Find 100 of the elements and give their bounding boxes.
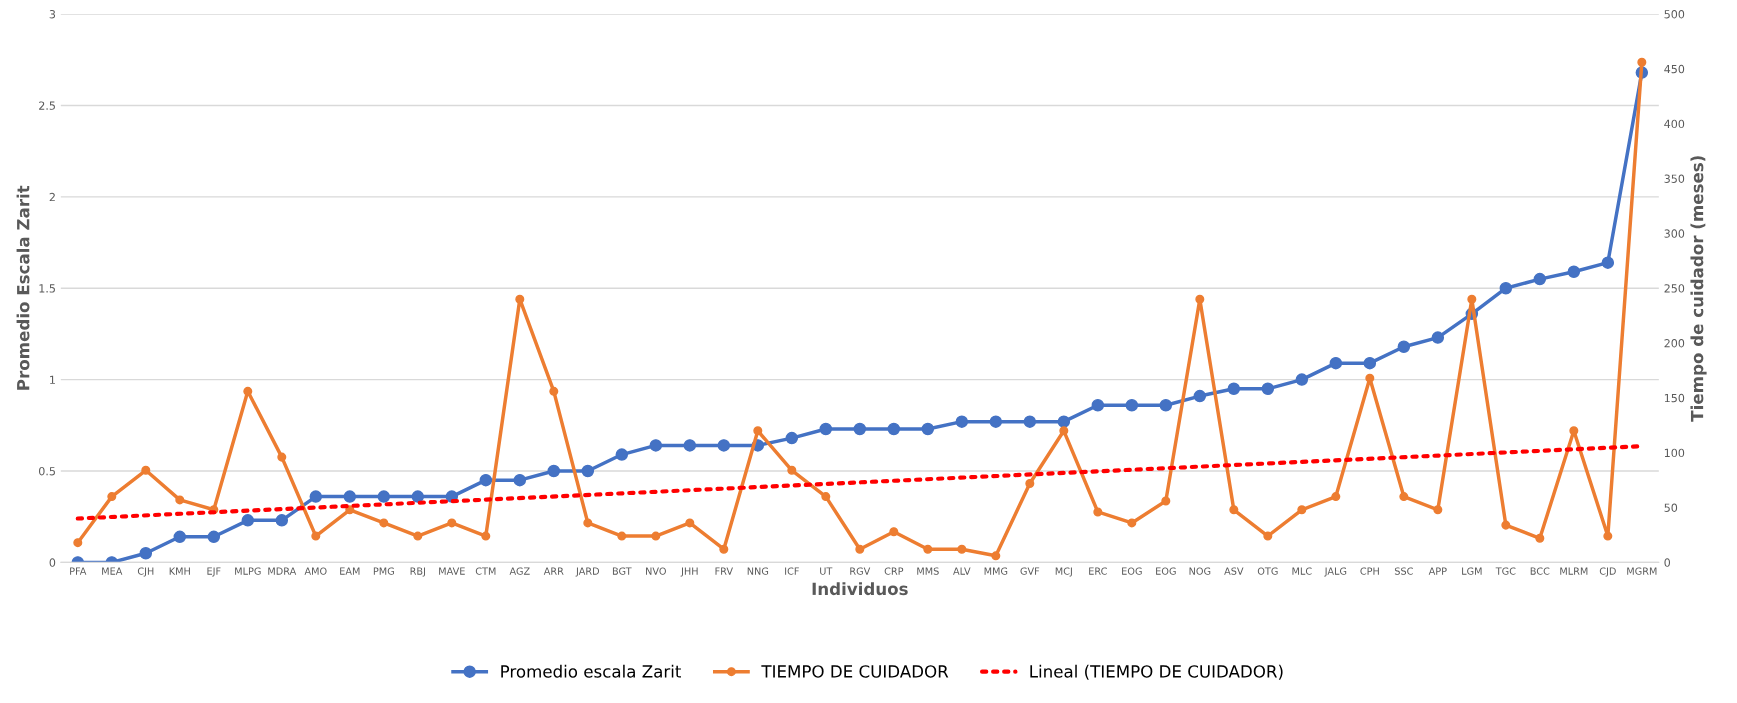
y2-axis-title: Tiempo de cuidador (meses) (1690, 156, 1707, 422)
point (481, 531, 491, 541)
point (175, 495, 185, 505)
x-tick-label: BCC (1530, 567, 1550, 575)
y2-tick-label: 100 (1664, 448, 1685, 458)
point (1227, 382, 1241, 396)
point (819, 422, 833, 436)
x-tick-label: OTG (1257, 567, 1278, 575)
point (343, 490, 357, 503)
point (413, 531, 423, 541)
point (1601, 256, 1615, 269)
x-tick-label: JHH (680, 567, 698, 577)
point (787, 465, 797, 475)
x-tick-label: MLPG (235, 567, 261, 575)
x-tick-label: NVO (646, 567, 666, 575)
x-tick-label: GVF (1020, 567, 1040, 575)
y2-tick-label: 250 (1664, 284, 1685, 293)
x-tick-label: MMS (917, 567, 939, 575)
point (1603, 531, 1613, 541)
y2-tick-label: 400 (1664, 119, 1685, 129)
x-tick-label: MLRM (1560, 567, 1588, 575)
point (547, 464, 561, 478)
x-tick-label: ALV (953, 567, 971, 575)
point (447, 518, 457, 528)
x-tick-label: AGZ (509, 567, 530, 575)
point (651, 531, 661, 541)
legend-label: Lineal (TIEMPO DE CUIDADOR) (1030, 664, 1283, 680)
point (107, 492, 117, 502)
y2-tick-label: 0 (1664, 558, 1671, 567)
point (889, 527, 899, 537)
point (1091, 398, 1105, 412)
point (241, 514, 255, 527)
y-axis-title: Promedio Escala Zarit (16, 185, 30, 390)
x-tick-label: CRP (884, 567, 904, 575)
point (753, 426, 763, 436)
x-axis-title: Individuos (812, 582, 908, 596)
y2-tick-label: 500 (1664, 10, 1685, 19)
point (1431, 331, 1445, 344)
point (141, 465, 151, 475)
point (1499, 281, 1513, 295)
x-tick-label: MEA (102, 567, 123, 575)
point (853, 422, 867, 436)
point (377, 490, 391, 503)
point (479, 473, 493, 487)
point (1023, 415, 1037, 428)
y2-tick-label: 150 (1664, 393, 1685, 403)
x-tick-label: APP (1428, 567, 1447, 575)
x-tick-label: MGRM (1627, 567, 1657, 575)
y2-tick-label: 300 (1664, 229, 1685, 238)
x-tick-label: FRV (715, 567, 733, 575)
point (855, 544, 865, 554)
point (957, 544, 967, 554)
point (685, 518, 695, 528)
point (243, 386, 253, 396)
point (923, 544, 933, 554)
point (1533, 272, 1547, 286)
point (311, 531, 321, 541)
y2-tick-label: 200 (1664, 339, 1685, 348)
legend-label: TIEMPO DE CUIDADOR (761, 665, 949, 678)
point (1637, 57, 1647, 67)
point (1397, 340, 1411, 353)
x-tick-label: NNG (747, 567, 769, 575)
point (1125, 398, 1139, 412)
point (207, 530, 221, 544)
y-tick-label: 3 (49, 10, 56, 19)
point (173, 530, 187, 544)
point (73, 538, 83, 548)
x-tick-label: NOG (1189, 567, 1211, 575)
point (1161, 496, 1171, 506)
point (1433, 505, 1443, 515)
point (1501, 520, 1511, 530)
y-tick-label: 0 (49, 558, 56, 567)
y-tick-label: 1 (50, 375, 55, 384)
point (683, 439, 697, 452)
x-tick-label: ICF (785, 567, 799, 575)
x-tick-label: MCJ (1055, 567, 1072, 577)
x-tick-label: LGM (1462, 567, 1482, 575)
x-tick-label: JALG (1324, 567, 1347, 577)
x-tick-label: ERC (1089, 567, 1107, 575)
point (1229, 505, 1239, 515)
point (275, 514, 289, 527)
point (1025, 478, 1035, 488)
x-tick-label: CTM (475, 567, 496, 575)
point (1399, 492, 1409, 502)
point (649, 439, 663, 452)
point (921, 422, 935, 436)
point (277, 452, 287, 462)
point (1159, 398, 1173, 412)
x-tick-label: MAVE (439, 567, 465, 575)
x-tick-label: ARR (543, 567, 564, 575)
point (955, 415, 969, 428)
y2-tick-label: 50 (1664, 503, 1678, 512)
point (1297, 505, 1307, 515)
point (717, 439, 731, 452)
point (719, 544, 729, 554)
point (1569, 426, 1579, 436)
point (1093, 507, 1103, 517)
x-tick-label: CJD (1599, 567, 1616, 577)
point (1195, 294, 1205, 304)
y2-tick-label: 450 (1664, 64, 1685, 74)
